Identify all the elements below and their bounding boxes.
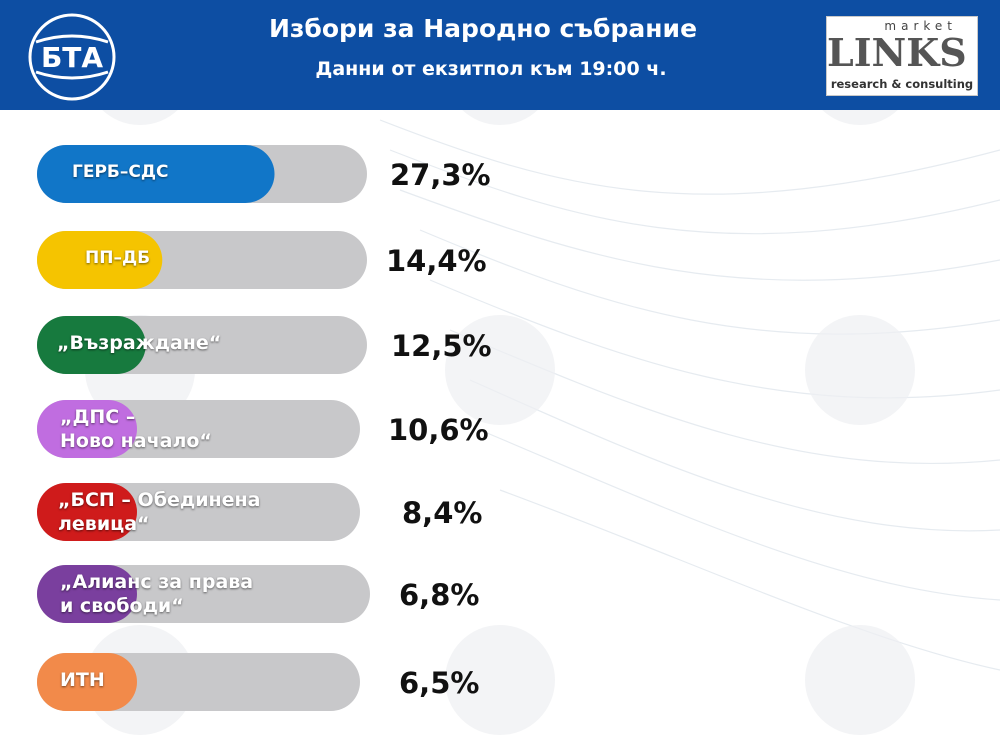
bar [37, 400, 137, 458]
bar-label: ИТН [60, 668, 105, 692]
bar-label-line: Ново начало“ [60, 430, 212, 452]
bar [37, 316, 146, 374]
data-label: 14,4% [386, 244, 487, 278]
bar-label-line: левица“ [58, 513, 150, 535]
data-label: 6,5% [399, 666, 480, 700]
bar [37, 231, 163, 289]
bar-label: „БСП – Обединена левица“ [58, 488, 260, 536]
bar [37, 565, 137, 623]
bar-label-line: „Алианс за права [60, 571, 254, 593]
bar-label-line: ГЕРБ–СДС [72, 162, 169, 182]
logo-tagline: research & consulting [830, 77, 974, 91]
header-bar: БТА Избори за Народно събрание Данни от … [0, 0, 1000, 110]
bar [37, 483, 137, 541]
data-label: 27,3% [390, 158, 491, 192]
bar-label: „Възраждане“ [57, 331, 221, 355]
data-label: 8,4% [402, 496, 483, 530]
data-label: 10,6% [388, 413, 489, 447]
bar-label-line: „Възраждане“ [57, 332, 222, 354]
bar-label-line: и свободи“ [60, 595, 184, 617]
bar [37, 145, 275, 203]
logo-word-market: market [884, 19, 957, 33]
bar [37, 653, 137, 711]
data-label: 12,5% [391, 329, 492, 363]
logo-word-links: LINKS [827, 30, 967, 75]
bar-label: ГЕРБ–СДС [72, 160, 168, 184]
chart-title: Избори за Народно събрание [268, 14, 698, 43]
bar-label: „ДПС – Ново начало“ [60, 405, 212, 453]
bar-label: „Алианс за права и свободи“ [60, 570, 253, 618]
bar-label-line: ИТН [60, 669, 105, 691]
bar-label: ПП–ДБ [85, 246, 150, 270]
chart-subtitle: Данни от екзитпол към 19:00 ч. [315, 58, 667, 80]
bta-logo-icon: БТА [28, 13, 116, 101]
market-links-logo: market LINKS research & consulting [826, 16, 978, 96]
bta-logo-text: БТА [41, 41, 103, 74]
bar-label-line: „БСП – Обединена [58, 489, 261, 511]
bar-label-line: ПП–ДБ [85, 248, 151, 268]
bar-label-line: „ДПС – [60, 406, 136, 428]
data-label: 6,8% [399, 578, 480, 612]
